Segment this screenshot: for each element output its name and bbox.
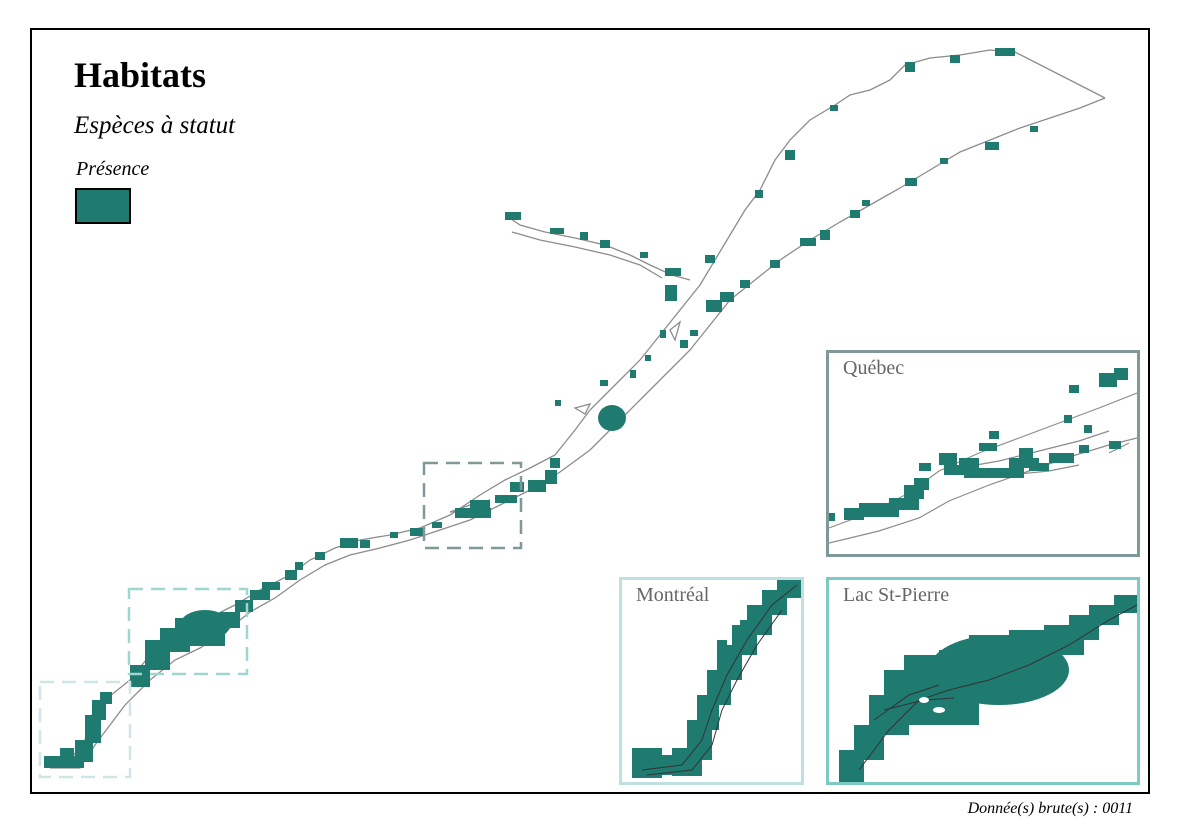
inset-lac-st-pierre-map <box>839 595 1137 782</box>
inset-quebec-map <box>829 368 1137 544</box>
map-title: Habitats <box>74 55 207 95</box>
montreal-locator-box <box>38 680 132 779</box>
map-subtitle: Espèces à statut <box>74 112 236 139</box>
legend-swatch <box>75 188 131 224</box>
lac-st-pierre-locator-box <box>127 587 249 676</box>
inset-lac-st-pierre-label: Lac St-Pierre <box>843 584 950 606</box>
legend-label: Présence <box>76 158 150 180</box>
inset-montreal-label: Montréal <box>636 584 710 606</box>
inset-quebec[interactable]: Québec <box>826 350 1140 557</box>
data-source-footer: Donnée(s) brute(s) : 0011 <box>967 800 1133 817</box>
inset-montreal-map <box>632 580 801 778</box>
inset-montreal[interactable]: Montréal <box>619 577 804 785</box>
inset-lac-st-pierre[interactable]: Lac St-Pierre <box>826 577 1140 785</box>
habitat-patches <box>44 48 1038 768</box>
quebec-locator-box <box>422 461 523 550</box>
map-frame <box>30 28 1150 794</box>
inset-quebec-label: Québec <box>843 357 905 379</box>
